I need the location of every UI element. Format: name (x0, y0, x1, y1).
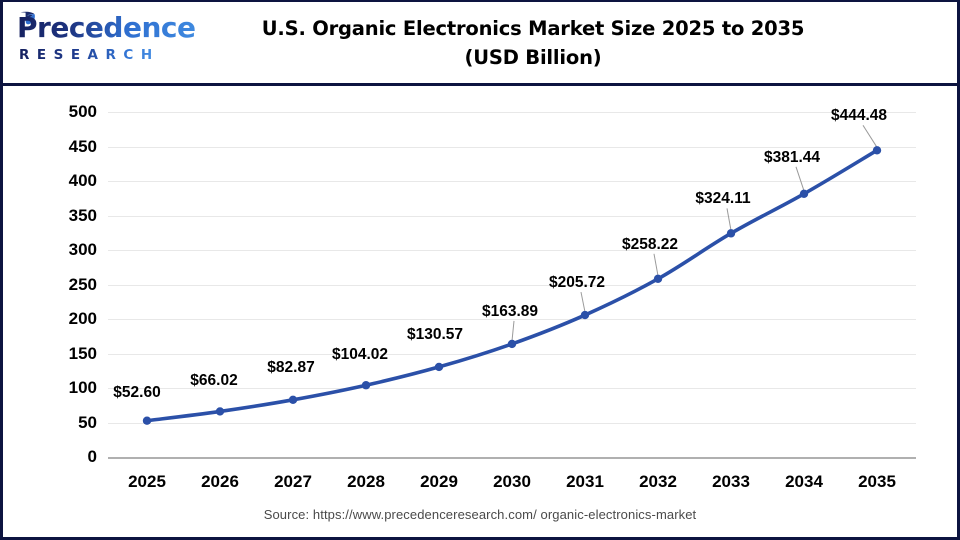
gridline (108, 215, 916, 217)
data-point-label: $163.89 (481, 302, 539, 320)
y-axis-tick-label: 0 (87, 447, 97, 466)
data-point-label: $205.72 (548, 274, 606, 292)
label-leader-line (580, 291, 586, 313)
label-leader-line (795, 166, 805, 191)
data-point-marker (434, 362, 444, 372)
x-axis-tick-label: 2033 (712, 472, 750, 491)
gridline (108, 457, 916, 459)
gridline (108, 388, 916, 389)
gridline (108, 284, 916, 286)
data-point-marker (142, 416, 152, 425)
data-point-label: $130.57 (406, 325, 464, 343)
data-point-marker (288, 395, 298, 405)
x-axis-tick-label: 2034 (785, 472, 823, 491)
gridline (108, 146, 916, 148)
data-point-label: $66.02 (190, 372, 238, 390)
x-axis-tick-label: 2026 (201, 472, 239, 491)
data-point-marker (580, 310, 590, 320)
y-axis-tick-label: 400 (68, 171, 97, 190)
title-line-2: (USD Billion) (464, 46, 602, 69)
plot-area: 0 50 100 150 200 250 300 350 400 450 500 2025 2026 2… (69, 102, 916, 491)
x-axis-tick-label: 2029 (420, 472, 458, 491)
y-axis-tick-label: 250 (68, 274, 97, 294)
gridline (108, 250, 916, 251)
page-title: U.S. Organic Electronics Market Size 202… (183, 14, 883, 72)
y-axis-tick-label: 450 (68, 136, 97, 156)
x-axis-tick-label: 2032 (639, 472, 677, 491)
label-leader-line (653, 253, 659, 276)
y-axis-tick-label: 50 (78, 412, 97, 432)
source-caption: Source: https://www.precedenceresearch.c… (263, 507, 697, 522)
x-axis-tick-label: 2031 (566, 472, 604, 491)
data-point-label: $104.02 (331, 346, 389, 364)
x-axis-tick-label: 2028 (347, 472, 385, 491)
data-point-marker (726, 229, 736, 238)
data-point-marker (872, 146, 882, 155)
line-series (142, 125, 882, 425)
label-leader-line (511, 320, 515, 341)
data-point-marker (653, 274, 663, 284)
y-axis-tick-label: 100 (68, 378, 97, 397)
data-point-label: $381.44 (763, 148, 821, 166)
header-divider (3, 83, 957, 86)
data-point-label: $324.11 (695, 190, 751, 208)
logo-wordmark: Precedence (17, 11, 196, 44)
precedence-research-logo: Precedence RESEARCH (13, 10, 196, 72)
label-leader-line (726, 208, 732, 231)
data-point-label: $258.22 (621, 235, 679, 253)
leaf-p-icon (20, 11, 35, 25)
x-axis-tick-label: 2027 (274, 472, 312, 491)
series-line (145, 148, 879, 423)
y-axis-tick-label: 200 (68, 309, 97, 328)
logo-subtitle: RESEARCH (19, 47, 160, 63)
gridline (108, 422, 916, 424)
data-point-label: $52.60 (113, 383, 161, 401)
label-leader-line (862, 125, 878, 148)
data-point-marker (361, 381, 371, 390)
label-leader-lines (511, 125, 878, 341)
gridline (108, 112, 916, 113)
x-axis-tick-label: 2030 (493, 472, 531, 491)
gridline (108, 353, 916, 355)
gridline (108, 319, 916, 320)
y-axis-tick-label: 500 (68, 102, 97, 121)
data-point-marker (507, 339, 517, 349)
data-point-label: $82.87 (267, 358, 315, 376)
y-axis-tick-label: 350 (68, 205, 97, 225)
y-axis-tick-label: 150 (68, 343, 97, 363)
x-axis-tick-label: 2035 (858, 472, 896, 491)
data-point-marker (215, 407, 225, 416)
x-axis-tick-label: 2025 (128, 472, 166, 491)
series-markers (142, 146, 882, 425)
data-point-marker (799, 189, 809, 199)
gridline (108, 181, 916, 182)
title-line-1: U.S. Organic Electronics Market Size 202… (261, 17, 805, 40)
chart-header: Precedence RESEARCH U.S. Organic Electro… (3, 2, 957, 82)
data-point-label: $444.48 (830, 107, 888, 125)
y-axis-tick-label: 300 (68, 240, 97, 259)
